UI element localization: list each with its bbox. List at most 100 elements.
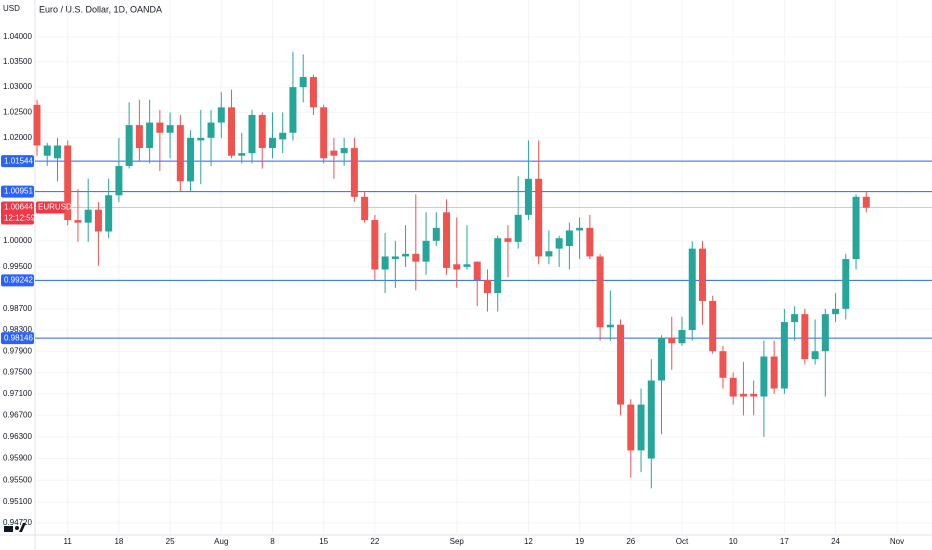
candle-body	[780, 322, 788, 389]
last-price-label: 1.00644	[4, 203, 33, 212]
candle-body	[668, 337, 676, 344]
x-tick-label: 10	[729, 537, 738, 546]
x-tick-label: Oct	[676, 537, 689, 546]
x-tick-label: 26	[626, 537, 635, 546]
price-label-box	[1, 332, 34, 345]
x-tick-label: 15	[319, 537, 328, 546]
candle-body	[125, 125, 133, 166]
candle-body	[268, 137, 276, 149]
candle-body	[238, 153, 246, 156]
candle-body	[217, 107, 225, 123]
candle-body	[514, 214, 522, 242]
symbol-box	[36, 201, 65, 214]
candle-body	[862, 196, 870, 208]
x-tick-label: 17	[780, 537, 789, 546]
candle-body	[719, 351, 727, 378]
candle-body	[698, 248, 706, 301]
candle-body	[770, 356, 778, 389]
candle-body	[105, 195, 113, 232]
y-tick-label: 1.02500	[3, 108, 32, 117]
price-label-box	[1, 155, 34, 168]
candle-body	[115, 165, 123, 196]
chart-title: Euro / U.S. Dollar, 1D, OANDA	[39, 4, 162, 14]
y-tick-label: 0.97900	[3, 346, 32, 355]
x-tick-label: 11	[64, 537, 73, 546]
candle-body	[84, 209, 92, 223]
candle-body	[852, 196, 860, 260]
candle-body	[361, 196, 369, 221]
candle-body	[842, 259, 850, 309]
candle-body	[258, 114, 266, 149]
candle-body	[371, 220, 379, 270]
candle-body	[821, 314, 829, 352]
candle-body	[279, 132, 287, 140]
candle-body	[135, 125, 143, 149]
candle-body	[381, 256, 389, 270]
candle-body	[176, 125, 184, 182]
price-label: 1.01544	[4, 156, 33, 165]
candle-body	[750, 393, 758, 397]
candle-body	[791, 314, 799, 323]
price-label: 0.99242	[4, 276, 33, 285]
candle-body	[422, 240, 430, 262]
candle-body	[330, 150, 338, 156]
candle-body	[658, 337, 666, 381]
y-tick-label: 1.03500	[3, 57, 32, 66]
candle-body	[832, 308, 840, 315]
candle-body	[207, 122, 215, 138]
candle-body	[412, 253, 420, 262]
candle-body	[729, 377, 737, 397]
x-tick-label: 22	[370, 537, 379, 546]
x-tick-label: 8	[270, 537, 275, 546]
candle-body	[64, 145, 72, 221]
symbol-label: EURUSD	[38, 203, 72, 212]
candle-body	[494, 238, 502, 294]
x-tick-label: 12	[524, 537, 533, 546]
y-tick-label: 0.94720	[3, 518, 32, 527]
tv-logo	[4, 523, 26, 532]
countdown-label: 12:12:59	[4, 214, 36, 223]
candle-body	[678, 329, 686, 344]
candle-body	[453, 264, 461, 270]
candle-body	[565, 230, 573, 247]
candle-body	[402, 253, 410, 257]
candle-body	[627, 404, 635, 451]
candle-body	[586, 227, 594, 257]
candle-body	[576, 227, 584, 231]
candle-body	[709, 300, 717, 352]
candle-body	[33, 104, 41, 146]
candle-body	[340, 148, 348, 154]
y-tick-label: 0.97100	[3, 389, 32, 398]
candle-body	[647, 380, 655, 459]
candle-body	[197, 137, 205, 141]
last-price-box	[1, 201, 34, 225]
x-tick-label: Aug	[214, 537, 228, 546]
candle-body	[504, 238, 512, 242]
y-tick-label: 0.98700	[3, 304, 32, 313]
y-tick-label: 0.96700	[3, 410, 32, 419]
price-label-box	[1, 274, 34, 287]
candle-body	[596, 256, 604, 328]
x-tick-label: 24	[831, 537, 840, 546]
candle-body	[187, 137, 195, 182]
candle-body	[228, 107, 236, 156]
x-tick-label: 25	[166, 537, 175, 546]
candle-body	[248, 114, 256, 154]
y-tick-label: 0.98300	[3, 325, 32, 334]
candle-body	[463, 264, 471, 267]
y-tick-label: 1.04000	[3, 32, 32, 41]
y-tick-label: 1.03000	[3, 82, 32, 91]
y-tick-label: 0.99500	[3, 262, 32, 271]
y-tick-label: 0.95500	[3, 475, 32, 484]
x-tick-label: 19	[575, 537, 584, 546]
candle-body	[391, 256, 399, 260]
candle-body	[545, 251, 553, 257]
y-tick-label: 0.95100	[3, 497, 32, 506]
candle-body	[309, 77, 317, 108]
candle-body	[688, 248, 696, 330]
candle-body	[299, 77, 307, 88]
x-tick-label: 18	[114, 537, 123, 546]
x-tick-label: Nov	[890, 537, 904, 546]
